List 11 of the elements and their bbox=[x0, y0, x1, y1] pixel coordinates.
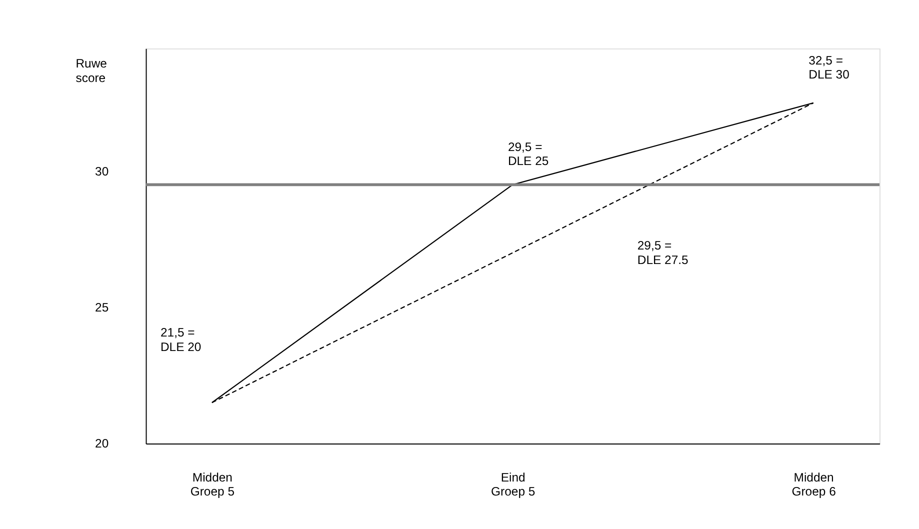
x-tick-label: Eind Groep 5 bbox=[491, 470, 536, 499]
annotation: 21,5 = DLE 20 bbox=[160, 326, 202, 354]
annotation: 32,5 = DLE 30 bbox=[808, 53, 850, 82]
annotation: 29,5 = DLE 25 bbox=[508, 140, 549, 168]
annotation: 29,5 = DLE 27.5 bbox=[637, 238, 689, 267]
x-tick-label: Midden Groep 5 bbox=[190, 470, 235, 499]
y-tick-label: 20 bbox=[95, 436, 109, 451]
y-tick-label: 30 bbox=[95, 164, 109, 178]
x-tick-label: Midden Groep 6 bbox=[792, 470, 836, 499]
y-axis-title: Ruwe score bbox=[76, 56, 108, 85]
y-tick-label: 25 bbox=[95, 300, 109, 315]
